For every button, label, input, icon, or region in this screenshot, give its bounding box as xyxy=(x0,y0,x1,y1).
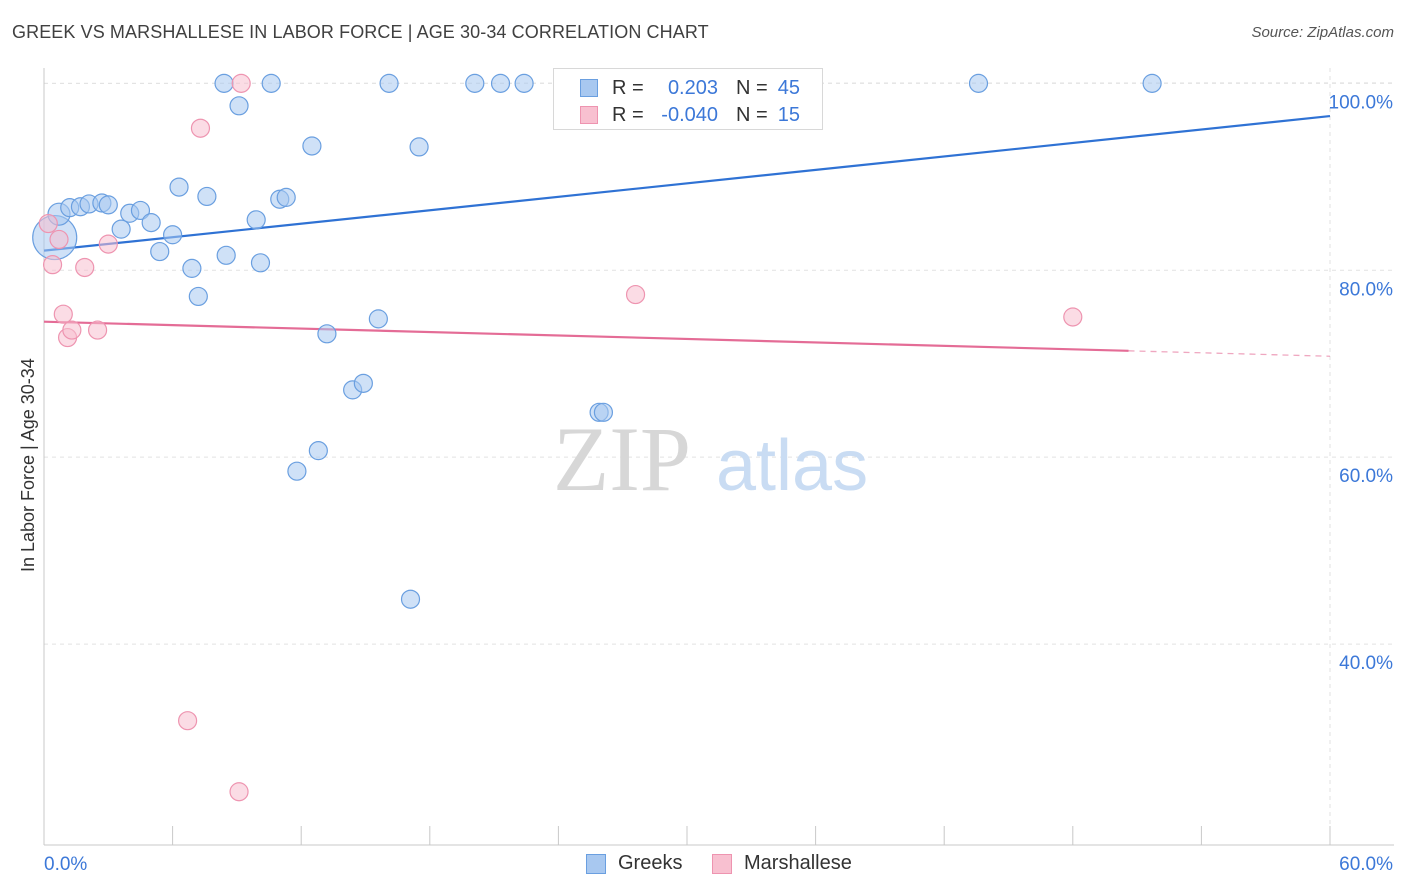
marshallese-legend-swatch xyxy=(712,854,732,874)
y-tick-labels: 40.0% 60.0% 80.0% 100.0% xyxy=(1329,92,1394,674)
greeks-point xyxy=(490,73,511,93)
marshallese-point xyxy=(75,257,95,278)
marshallese-point xyxy=(53,304,73,324)
greeks-point xyxy=(163,225,183,245)
greeks-trend-line xyxy=(43,114,1331,252)
marshallese-legend-label: Marshallese xyxy=(744,852,852,874)
y-tick-label: 40.0% xyxy=(1339,653,1393,674)
greeks-point xyxy=(302,136,322,156)
greeks-point xyxy=(593,402,614,422)
greeks-point xyxy=(111,219,131,239)
marshallese-point xyxy=(229,782,249,802)
y-axis-title: In Labor Force | Age 30-34 xyxy=(18,358,38,572)
greeks-point xyxy=(216,245,236,265)
watermark-zip: ZIP xyxy=(553,408,691,510)
greeks-point xyxy=(379,73,399,93)
greeks-r-value: 0.203 xyxy=(667,77,718,99)
marshallese-point xyxy=(98,234,118,254)
x-tick-label-max: 60.0% xyxy=(1339,854,1393,875)
greeks-point xyxy=(261,73,281,93)
greeks-point xyxy=(188,286,208,307)
trend-lines xyxy=(43,114,1331,357)
greeks-point xyxy=(968,73,989,93)
y-tick-label: 60.0% xyxy=(1339,466,1393,487)
legend-row-marshallese: R = -0.040 N = 15 xyxy=(554,102,822,128)
greeks-point xyxy=(197,186,217,207)
greeks-point xyxy=(514,73,534,93)
marshallese-point xyxy=(231,73,251,93)
x-tick-label-min: 0.0% xyxy=(44,854,87,875)
marshallese-trend-line xyxy=(43,320,1129,352)
marshallese-point xyxy=(1063,307,1083,327)
marshallese-n-value: 15 xyxy=(777,104,800,126)
greeks-point xyxy=(229,96,249,116)
greeks-point xyxy=(130,200,151,221)
source-label: Source: ZipAtlas.com xyxy=(1251,24,1394,41)
y-tick-label: 80.0% xyxy=(1339,279,1393,300)
greeks-point xyxy=(141,213,161,233)
greeks-point xyxy=(276,187,296,207)
marshallese-point xyxy=(190,118,211,138)
marshallese-n-label: N = xyxy=(736,104,768,126)
greeks-point xyxy=(250,253,271,273)
marshallese-point xyxy=(625,284,646,305)
marshallese-trend-line-extension xyxy=(1128,350,1331,357)
greeks-point xyxy=(98,195,118,215)
y-tick-label: 100.0% xyxy=(1329,92,1394,113)
legend-row-greeks: R = 0.203 N = 45 xyxy=(554,75,822,101)
marshallese-point xyxy=(178,711,198,731)
marshallese-point xyxy=(49,229,69,250)
greeks-point xyxy=(1142,73,1162,93)
greeks-point xyxy=(368,309,388,329)
data-points xyxy=(32,73,1162,802)
marshallese-r-value: -0.040 xyxy=(661,104,718,126)
greeks-point xyxy=(150,241,170,262)
greeks-r-label: R = xyxy=(612,77,644,99)
greeks-point xyxy=(409,137,429,157)
greeks-swatch xyxy=(580,79,598,97)
marshallese-point xyxy=(38,213,58,234)
marshallese-r-label: R = xyxy=(612,104,644,126)
stats-legend: R = 0.203 N = 45 R = -0.040 N = 15 xyxy=(553,68,823,130)
watermark: ZIP atlas xyxy=(553,408,868,510)
chart-title: GREEK VS MARSHALLESE IN LABOR FORCE | AG… xyxy=(12,22,709,42)
greeks-legend-swatch xyxy=(586,854,606,874)
x-tick-labels: 0.0% 60.0% xyxy=(44,854,1393,875)
marshallese-point xyxy=(62,320,82,340)
greeks-point xyxy=(169,177,189,197)
greeks-point xyxy=(400,589,421,609)
greeks-point xyxy=(246,210,266,230)
marshallese-point xyxy=(42,255,63,275)
greeks-n-value: 45 xyxy=(777,77,800,99)
greeks-legend-label: Greeks xyxy=(618,852,683,874)
greeks-n-label: N = xyxy=(736,77,768,99)
greeks-point xyxy=(465,73,485,93)
greeks-point xyxy=(353,373,373,393)
axes xyxy=(43,68,1394,846)
greeks-point xyxy=(182,258,202,278)
greeks-point xyxy=(214,73,234,93)
greeks-point xyxy=(287,461,307,481)
watermark-atlas: atlas xyxy=(716,426,868,506)
marshallese-point xyxy=(87,320,108,340)
greeks-point xyxy=(317,324,337,344)
greeks-point xyxy=(308,441,328,461)
marshallese-swatch xyxy=(580,106,598,124)
